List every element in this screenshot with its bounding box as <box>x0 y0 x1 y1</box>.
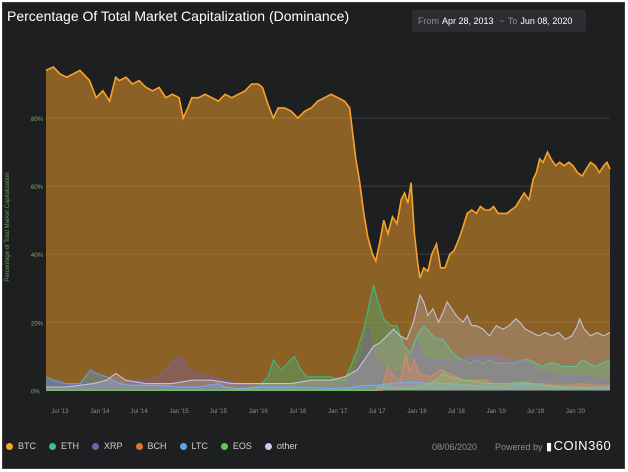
legend-swatch <box>135 442 143 450</box>
legend-item-eth[interactable]: ETH <box>49 441 79 451</box>
x-tick-label: Jan '17 <box>328 409 348 415</box>
series-line-btc[interactable] <box>45 66 611 279</box>
legend-swatch <box>264 442 272 450</box>
legend-label: EOS <box>232 441 252 451</box>
x-tick-label: Jan '14 <box>90 409 110 415</box>
y-tick-label: 0% <box>31 389 40 395</box>
axes: 0% 20% 40% 60% 80% Percentage of Total Market… <box>5 117 586 415</box>
x-tick-label: Jan '18 <box>407 409 427 415</box>
legend-swatch <box>179 442 187 450</box>
series-area-xrp[interactable] <box>46 329 610 391</box>
x-tick-label: Jan '19 <box>487 409 507 415</box>
legend-swatch <box>92 442 99 450</box>
x-tick-label: Jan '20 <box>566 409 586 415</box>
legend-item-xrp[interactable]: XRP <box>92 441 123 451</box>
legend-label: other <box>276 441 298 451</box>
legend-item-eos[interactable]: EOS <box>220 441 252 451</box>
legend-swatch <box>49 442 56 450</box>
x-tick-label: Jul '14 <box>131 409 149 415</box>
range-from-value[interactable]: Apr 28, 2013 <box>442 16 494 26</box>
series-line-ltc[interactable] <box>45 369 610 390</box>
snapshot-date: 08/06/2020 <box>432 442 478 452</box>
y-tick-label: 60% <box>31 185 44 191</box>
chart-title: Percentage Of Total Market Capitalizatio… <box>7 8 350 24</box>
x-tick-label: Jul '17 <box>368 409 386 415</box>
legend-item-ltc[interactable]: LTC <box>179 441 208 451</box>
range-separator: ~ <box>499 16 505 26</box>
y-axis-title: Percentage of Total Market Capitalizatio… <box>5 172 11 281</box>
x-tick-label: Jul '16 <box>289 409 307 415</box>
y-tick-label: 20% <box>31 321 44 327</box>
series-area-btc[interactable] <box>46 67 610 391</box>
x-tick-label: Jan '15 <box>169 409 189 415</box>
legend-swatch <box>220 442 228 450</box>
legend-label: XRP <box>104 441 123 451</box>
range-to-value[interactable]: Jun 08, 2020 <box>520 16 573 26</box>
x-tick-label: Jul '19 <box>527 409 545 415</box>
series-line-eos[interactable] <box>46 372 611 391</box>
legend-item-bch[interactable]: BCH <box>135 441 167 451</box>
x-tick-label: Jul '13 <box>51 409 69 415</box>
coin360-logo[interactable]: ▮COIN360 <box>546 438 611 453</box>
series-areas[interactable] <box>45 66 611 391</box>
y-tick-label: 40% <box>31 253 44 259</box>
coin360-brand-text: COIN360 <box>553 438 612 453</box>
legend-item-other[interactable]: other <box>264 441 298 451</box>
x-tick-label: Jan '16 <box>249 409 269 415</box>
series-line-xrp[interactable] <box>45 328 611 388</box>
powered-by-label: Powered by <box>495 442 543 452</box>
series-area-eth[interactable] <box>46 284 610 391</box>
y-tick-label: 80% <box>31 117 44 123</box>
legend-label: LTC <box>191 441 208 451</box>
x-tick-label: Jul '15 <box>210 409 228 415</box>
chart-legend[interactable]: BTC ETH XRP BCH LTC EOS other <box>6 441 297 451</box>
legend-swatch <box>6 442 13 450</box>
legend-label: ETH <box>61 441 79 451</box>
legend-item-btc[interactable]: BTC <box>6 441 36 451</box>
legend-label: BCH <box>147 441 167 451</box>
series-area-other[interactable] <box>46 295 610 391</box>
range-to-label: To <box>507 16 518 26</box>
range-from-label: From <box>418 16 439 26</box>
series-line-eth[interactable] <box>46 284 611 391</box>
coin360-mark-icon: ▮ <box>546 441 553 453</box>
x-tick-label: Jul '18 <box>448 409 466 415</box>
date-range-selector[interactable]: From Apr 28, 2013 ~ To Jun 08, 2020 <box>412 10 586 32</box>
series-area-eos[interactable] <box>46 373 610 391</box>
series-line-bch[interactable] <box>46 352 610 391</box>
legend-label: BTC <box>18 441 36 451</box>
series-line-other[interactable] <box>46 293 611 388</box>
